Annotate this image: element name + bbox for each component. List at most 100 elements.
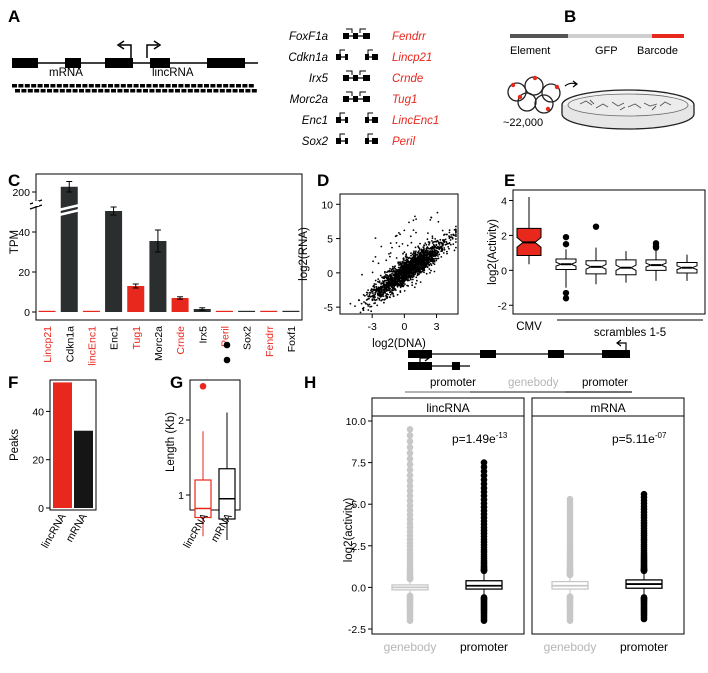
d-point [403, 251, 406, 254]
panel-h: H promoter genebody promoter lincRNA mRN… [304, 339, 685, 654]
d-point [390, 275, 393, 278]
c-x-label: lincEnc1 [86, 326, 98, 366]
tile-element [191, 84, 197, 88]
d-point [402, 264, 405, 266]
g-x-label: lincRNA [181, 512, 210, 551]
d-point [435, 243, 438, 246]
d-point [422, 256, 424, 259]
c-bar [215, 310, 233, 312]
d-point [455, 235, 457, 238]
d-point [404, 278, 407, 281]
d-point [423, 259, 426, 262]
d-point [423, 247, 425, 250]
d-point [415, 282, 417, 285]
d-point [390, 284, 393, 287]
d-point [388, 284, 391, 287]
d-point [425, 248, 428, 251]
d-point [383, 301, 385, 304]
construct-element [510, 34, 568, 38]
d-point [377, 288, 380, 290]
linc-exon-1 [150, 58, 170, 68]
h-outlier [406, 466, 414, 474]
d-point [367, 295, 370, 298]
d-point [438, 244, 441, 246]
d-scatter-points [349, 211, 457, 314]
d-point [394, 284, 396, 287]
h-panel-right [531, 415, 685, 635]
d-point [374, 296, 376, 299]
d-point [450, 234, 453, 236]
d-point [392, 279, 395, 282]
d-point [440, 245, 442, 248]
tile-element [114, 84, 120, 88]
panel-c: C TPM 0 20 40 200 Lincp21 Cdkn1a lincEnc1 Enc1… [8, 171, 303, 366]
tile-element [194, 89, 200, 93]
d-point [434, 238, 437, 240]
d-point [412, 260, 414, 262]
d-point [414, 215, 416, 218]
c-x-label: Sox2 [242, 326, 254, 350]
d-point [407, 272, 409, 274]
c-bar [60, 186, 78, 312]
d-point [436, 253, 439, 255]
d-point [443, 240, 446, 242]
d-point [415, 250, 417, 253]
d-point [397, 266, 400, 269]
mrna-gene-name: Enc1 [302, 115, 328, 127]
d-point [390, 283, 393, 285]
d-point [455, 238, 457, 240]
d-point [395, 268, 398, 271]
construct-gfp [568, 34, 652, 38]
e-outlier [652, 242, 660, 250]
e-scrambles-label: scrambles 1-5 [594, 327, 666, 339]
d-point [447, 242, 450, 245]
d-point [408, 221, 410, 224]
g-y-tick-label: 1 [178, 490, 184, 502]
h-outlier [406, 449, 414, 457]
d-point [434, 249, 437, 252]
d-point [371, 295, 374, 297]
d-point [392, 286, 395, 289]
panel-h-label: H [304, 373, 316, 392]
d-point [394, 278, 397, 281]
h-outlier [406, 472, 414, 479]
d-point [403, 229, 406, 232]
d-point [354, 305, 356, 307]
d-point [413, 254, 416, 257]
d-point [399, 286, 402, 289]
d-point [414, 273, 417, 275]
h-panel-left [371, 415, 525, 635]
panel-f-label: F [8, 373, 18, 392]
tile-element [95, 84, 101, 88]
d-point [429, 272, 431, 274]
h-outlier [406, 477, 414, 485]
d-point [435, 254, 437, 256]
tile-element [88, 84, 94, 88]
d-ticks: -3 0 3 -5 0 5 10 [321, 199, 439, 333]
h-y-tick-label: -2.5 [348, 624, 366, 636]
d-point [379, 287, 382, 290]
d-point [386, 289, 389, 292]
d-point [421, 266, 424, 269]
d-point [417, 251, 419, 254]
gene-pair-schematic [336, 49, 378, 60]
gene-pair-schematic [336, 133, 378, 144]
d-point [431, 242, 434, 244]
d-y-axis-title: log2(RNA) [298, 227, 310, 281]
d-point [382, 276, 384, 278]
c-bars [38, 181, 300, 312]
f-y-tick-label: 20 [32, 455, 44, 467]
d-point [390, 270, 392, 273]
e-cmv-label: CMV [516, 321, 542, 333]
h-outlier [406, 506, 414, 514]
tile-element [18, 84, 24, 88]
d-point [399, 261, 401, 263]
d-point [412, 274, 414, 277]
d-point [412, 262, 414, 264]
h-outlier [406, 438, 414, 445]
c-x-label: Irx5 [197, 326, 209, 344]
d-point [413, 268, 416, 270]
tile-element [184, 84, 190, 88]
tile-element [200, 89, 206, 93]
